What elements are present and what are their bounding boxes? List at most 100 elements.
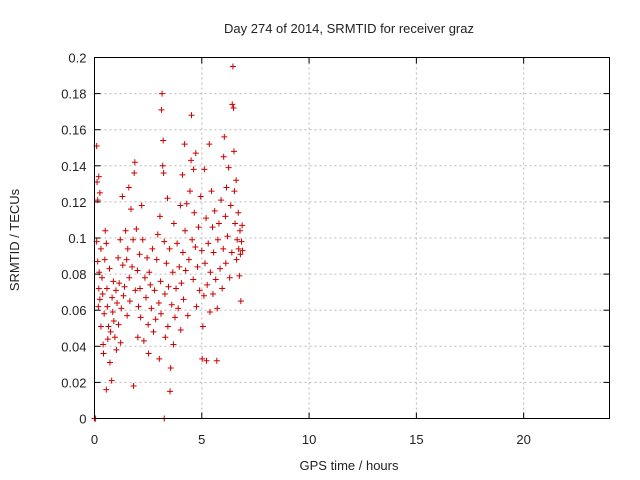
data-point [235, 245, 242, 252]
data-point [233, 256, 240, 263]
data-point [239, 247, 246, 254]
data-point [173, 285, 180, 292]
data-point [148, 305, 155, 312]
data-point [195, 224, 202, 231]
data-point [96, 296, 103, 303]
y-tick-label: 0.1 [68, 231, 86, 246]
data-point [228, 249, 235, 256]
data-point [106, 359, 113, 366]
data-point [101, 256, 108, 263]
y-tick-label: 0.16 [61, 123, 86, 138]
data-point [230, 105, 237, 112]
x-tick-label: 15 [409, 432, 423, 447]
data-point [159, 90, 166, 97]
data-point [186, 188, 193, 195]
data-point [192, 244, 199, 251]
data-point [149, 245, 156, 252]
data-point [168, 301, 175, 308]
data-point [214, 305, 221, 312]
data-point [124, 245, 131, 252]
data-point [175, 305, 182, 312]
data-point [94, 258, 101, 265]
data-point [101, 310, 108, 317]
tick-marks [94, 57, 610, 419]
data-point [137, 314, 144, 321]
data-point [134, 267, 141, 274]
data-point [191, 209, 198, 216]
data-point [131, 170, 138, 177]
data-point [159, 162, 166, 169]
data-point [199, 323, 206, 330]
data-point [136, 285, 143, 292]
x-tick-label: 20 [516, 432, 530, 447]
data-point [180, 296, 187, 303]
y-tick-label: 0.08 [61, 267, 86, 282]
data-point [190, 276, 197, 283]
data-point [220, 153, 227, 160]
data-point [152, 316, 159, 323]
data-point [220, 245, 227, 252]
data-point [165, 283, 172, 290]
data-point [150, 328, 157, 335]
data-point [183, 200, 190, 207]
data-point [125, 184, 132, 191]
data-point [177, 327, 184, 334]
data-point [217, 265, 224, 272]
data-point [100, 341, 107, 348]
data-point [160, 170, 167, 177]
data-point [96, 189, 103, 196]
y-axis-label: SRMTID / TECUs [7, 188, 22, 291]
x-tick-label: 0 [91, 432, 98, 447]
data-point [106, 265, 113, 272]
data-point [103, 386, 110, 393]
data-point [226, 274, 233, 281]
data-point [238, 238, 245, 245]
y-tick-label: 0.14 [61, 159, 86, 174]
data-point [179, 249, 186, 256]
data-point [169, 269, 176, 276]
data-point [179, 171, 186, 178]
data-point [153, 256, 160, 263]
data-point [145, 321, 152, 328]
data-point [95, 173, 102, 180]
data-point [155, 299, 162, 306]
data-point [110, 318, 117, 325]
y-tick-label: 0 [79, 412, 86, 427]
data-point [189, 236, 196, 243]
data-point [237, 251, 244, 258]
data-point [138, 202, 145, 209]
data-point [230, 148, 237, 155]
data-point [119, 193, 126, 200]
data-point [161, 238, 168, 245]
data-point [102, 227, 109, 234]
data-point [158, 106, 165, 113]
data-point [94, 179, 101, 186]
data-point [164, 195, 171, 202]
data-point [151, 287, 158, 294]
data-point [171, 314, 178, 321]
data-point [237, 298, 244, 305]
y-tick-label: 0.04 [61, 339, 86, 354]
data-point [147, 281, 154, 288]
y-tick-label: 0.06 [61, 303, 86, 318]
data-point [202, 260, 209, 267]
data-point [170, 341, 177, 348]
data-point [127, 206, 134, 213]
data-point [126, 298, 133, 305]
data-point [234, 236, 241, 243]
data-point [203, 357, 210, 364]
data-point [122, 227, 129, 234]
data-point [158, 310, 165, 317]
data-point [115, 254, 122, 261]
data-point [146, 269, 153, 276]
data-point [206, 309, 213, 316]
data-point [129, 263, 136, 270]
data-point [103, 285, 110, 292]
data-point [107, 328, 114, 335]
data-point [203, 215, 210, 222]
data-point [111, 334, 118, 341]
data-points [91, 63, 246, 422]
data-point [109, 294, 116, 301]
